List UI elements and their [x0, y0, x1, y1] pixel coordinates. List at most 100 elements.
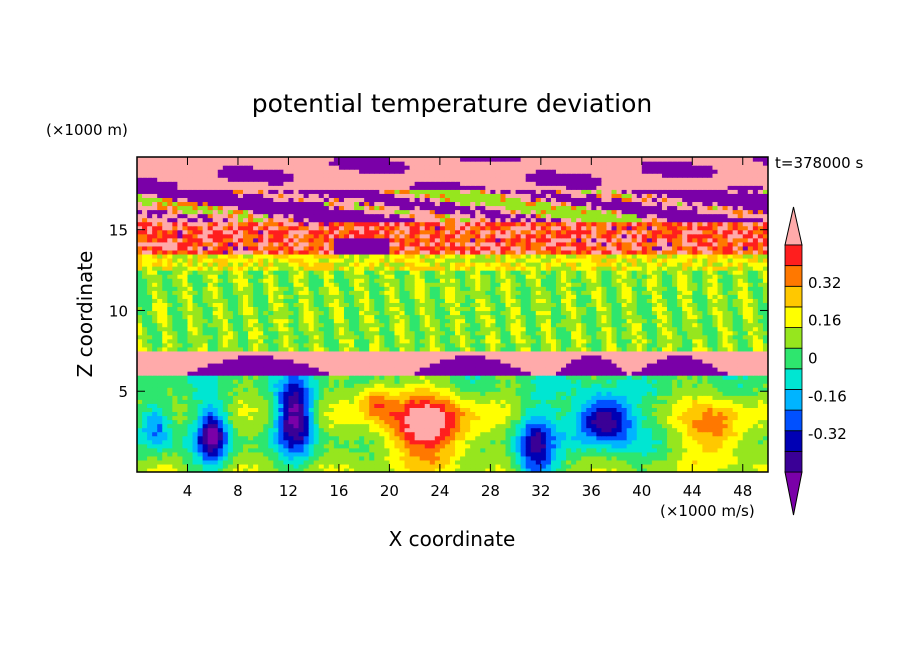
contour-cell	[576, 439, 582, 445]
contour-cell	[687, 314, 693, 320]
contour-cell	[672, 415, 678, 421]
contour-cell	[142, 439, 148, 445]
contour-cell	[429, 375, 436, 380]
contour-cell	[374, 338, 380, 344]
contour-cell	[661, 419, 668, 425]
contour-cell	[732, 338, 739, 344]
contour-cell	[349, 334, 355, 340]
contour-cell	[672, 346, 678, 352]
contour-cell	[318, 427, 325, 433]
contour-cell	[682, 342, 688, 348]
contour-cell	[263, 459, 269, 465]
contour-cell	[147, 427, 153, 433]
contour-cell	[338, 326, 345, 332]
contour-cell	[167, 395, 173, 400]
contour-cell	[495, 326, 502, 332]
contour-cell	[692, 326, 698, 332]
contour-cell	[656, 415, 663, 421]
contour-cell	[349, 431, 355, 437]
contour-cell	[631, 362, 638, 368]
contour-cell	[550, 354, 557, 360]
contour-cell	[374, 322, 380, 328]
contour-cell	[374, 395, 380, 400]
contour-cell	[555, 358, 562, 364]
contour-cell	[641, 455, 648, 461]
contour-cell	[611, 326, 618, 332]
contour-cell	[727, 322, 734, 328]
contour-cell	[364, 362, 370, 368]
contour-cell	[571, 310, 577, 316]
contour-cell	[545, 346, 552, 352]
contour-cell	[409, 358, 416, 364]
contour-cell	[243, 314, 249, 320]
contour-cell	[606, 395, 613, 400]
contour-cell	[616, 403, 623, 408]
contour-cell	[384, 407, 390, 413]
contour-cell	[682, 423, 688, 429]
contour-cell	[384, 350, 390, 356]
contour-cell	[586, 459, 592, 465]
contour-cell	[283, 318, 290, 324]
contour-cell	[550, 383, 557, 388]
contour-cell	[162, 435, 168, 441]
contour-cell	[520, 310, 527, 316]
contour-cell	[439, 411, 446, 417]
contour-cell	[379, 387, 385, 392]
contour-cell	[182, 342, 189, 348]
contour-cell	[162, 391, 168, 396]
contour-cell	[550, 314, 557, 320]
contour-cell	[444, 399, 451, 404]
contour-cell	[243, 350, 249, 356]
contour-cell	[248, 330, 254, 336]
contour-cell	[409, 367, 416, 372]
contour-cell	[258, 322, 264, 328]
contour-cell	[747, 395, 754, 400]
contour-cell	[349, 342, 355, 348]
contour-cell	[646, 451, 653, 457]
contour-cell	[369, 391, 375, 396]
contour-cell	[369, 411, 375, 417]
contour-cell	[343, 459, 350, 465]
contour-cell	[157, 395, 163, 400]
contour-cell	[263, 435, 269, 441]
contour-cell	[500, 447, 507, 453]
contour-cell	[495, 435, 502, 441]
contour-cell	[142, 342, 148, 348]
contour-cell	[394, 415, 401, 421]
contour-cell	[626, 362, 633, 368]
contour-cell	[530, 346, 537, 352]
contour-cell	[202, 467, 209, 472]
contour-cell	[429, 342, 436, 348]
contour-cell	[258, 443, 264, 449]
contour-cell	[661, 443, 668, 449]
contour-cell	[354, 318, 360, 324]
contour-cell	[293, 383, 300, 388]
contour-cell	[318, 358, 325, 364]
contour-cell	[717, 431, 724, 437]
contour-cell	[429, 463, 436, 469]
contour-cell	[606, 403, 613, 408]
contour-cell	[571, 395, 577, 400]
contour-cell	[268, 427, 274, 433]
contour-cell	[152, 379, 158, 384]
contour-cell	[177, 367, 184, 372]
contour-cell	[338, 367, 345, 372]
contour-cell	[409, 447, 416, 453]
contour-cell	[278, 383, 284, 388]
contour-cell	[550, 310, 557, 316]
contour-cell	[661, 346, 668, 352]
contour-cell	[374, 350, 380, 356]
contour-cell	[682, 314, 688, 320]
contour-cell	[682, 403, 688, 408]
contour-cell	[692, 399, 698, 404]
contour-cell	[197, 447, 204, 453]
contour-cell	[404, 338, 411, 344]
contour-cell	[677, 419, 683, 425]
contour-cell	[318, 379, 325, 384]
contour-cell	[586, 338, 592, 344]
contour-cell	[449, 322, 456, 328]
contour-cell	[278, 350, 284, 356]
contour-cell	[142, 334, 148, 340]
contour-cell	[702, 371, 709, 376]
contour-cell	[308, 358, 315, 364]
